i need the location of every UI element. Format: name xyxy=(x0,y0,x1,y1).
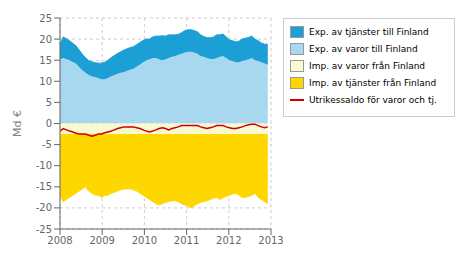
svg-text:2011: 2011 xyxy=(174,235,199,246)
svg-text:2012: 2012 xyxy=(216,235,241,246)
svg-text:-15: -15 xyxy=(36,181,52,192)
svg-text:-10: -10 xyxy=(36,160,52,171)
svg-text:Md €: Md € xyxy=(11,110,24,137)
html-text:Exp. av tjänster till Finland: Exp. av tjänster till Finland xyxy=(309,27,429,37)
html-text:Exp. av varor till Finland: Exp. av varor till Finland xyxy=(309,44,418,54)
svg-text:20: 20 xyxy=(39,34,52,45)
svg-text:-5: -5 xyxy=(42,139,52,150)
svg-text:5: 5 xyxy=(46,97,52,108)
svg-text:-25: -25 xyxy=(36,224,52,235)
svg-text:2013: 2013 xyxy=(258,235,283,246)
svg-text:15: 15 xyxy=(39,55,52,66)
html-text:Imp. av varor från Finland: Imp. av varor från Finland xyxy=(309,61,426,71)
svg-text:0: 0 xyxy=(46,118,52,129)
svg-text:-20: -20 xyxy=(36,202,52,213)
svg-text:10: 10 xyxy=(39,76,52,87)
svg-text:25: 25 xyxy=(39,13,52,24)
svg-text:2010: 2010 xyxy=(132,235,157,246)
svg-text:2008: 2008 xyxy=(47,235,72,246)
svg-text:2009: 2009 xyxy=(89,235,114,246)
html-text:Utrikessaldo för varor och tj.: Utrikessaldo för varor och tj. xyxy=(309,95,437,105)
html-text:Imp. av tjänster från Finland: Imp. av tjänster från Finland xyxy=(309,78,437,88)
